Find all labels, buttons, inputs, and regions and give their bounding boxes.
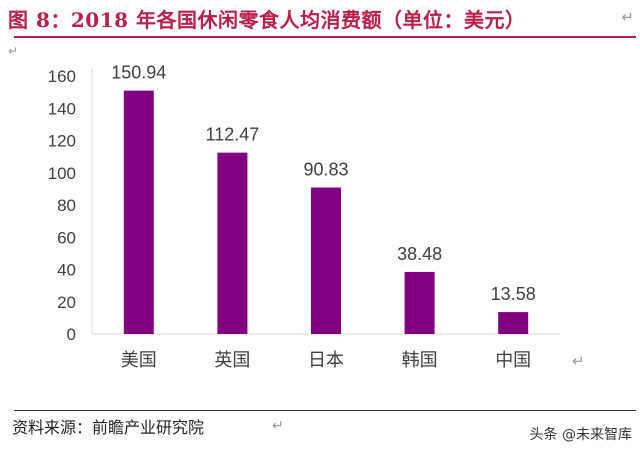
return-mark-icon: ↵: [272, 418, 284, 434]
return-mark-icon: ↵: [621, 8, 634, 26]
data-label: 38.48: [397, 244, 442, 264]
y-tick-label: 160: [48, 67, 76, 86]
watermark: 头条 @未来智库: [529, 427, 632, 443]
data-label: 90.83: [303, 160, 348, 180]
x-tick-label: 韩国: [402, 350, 438, 371]
chart-title: 图 8：2018 年各国休闲零食人均消费额（单位：美元）: [8, 8, 526, 32]
return-mark-icon: ↵: [572, 352, 585, 370]
data-label: 13.58: [491, 284, 536, 304]
y-tick-label: 140: [48, 99, 76, 118]
source-divider: [14, 410, 636, 411]
source-note: 资料来源：前瞻产业研究院: [12, 418, 205, 437]
x-tick-label: 美国: [121, 350, 157, 371]
bar-chart: 0 20 40 60 80 100 120 140 160 150.94 美国 112.47 英国 90.…: [48, 63, 560, 371]
y-tick-label: 80: [57, 196, 76, 215]
x-tick-label: 日本: [308, 350, 344, 371]
title-divider: [14, 36, 636, 38]
data-label: 112.47: [206, 125, 260, 145]
y-tick-label: 0: [67, 325, 76, 344]
x-tick-label: 英国: [214, 350, 250, 371]
y-tick-label: 40: [57, 261, 76, 280]
bar: [123, 90, 154, 334]
bar: [498, 312, 529, 334]
bar: [217, 152, 248, 334]
y-tick-label: 60: [57, 228, 76, 247]
bar: [311, 187, 341, 334]
bar: [404, 271, 435, 334]
y-tick-label: 100: [48, 164, 76, 183]
y-tick-label: 20: [57, 293, 76, 312]
data-label: 150.94: [111, 63, 166, 83]
title-bar: 图 8：2018 年各国休闲零食人均消费额（单位：美元） ↵: [0, 0, 640, 36]
y-tick-label: 120: [48, 132, 76, 151]
x-tick-label: 中国: [495, 350, 531, 371]
return-mark-icon: ↵: [8, 44, 19, 58]
